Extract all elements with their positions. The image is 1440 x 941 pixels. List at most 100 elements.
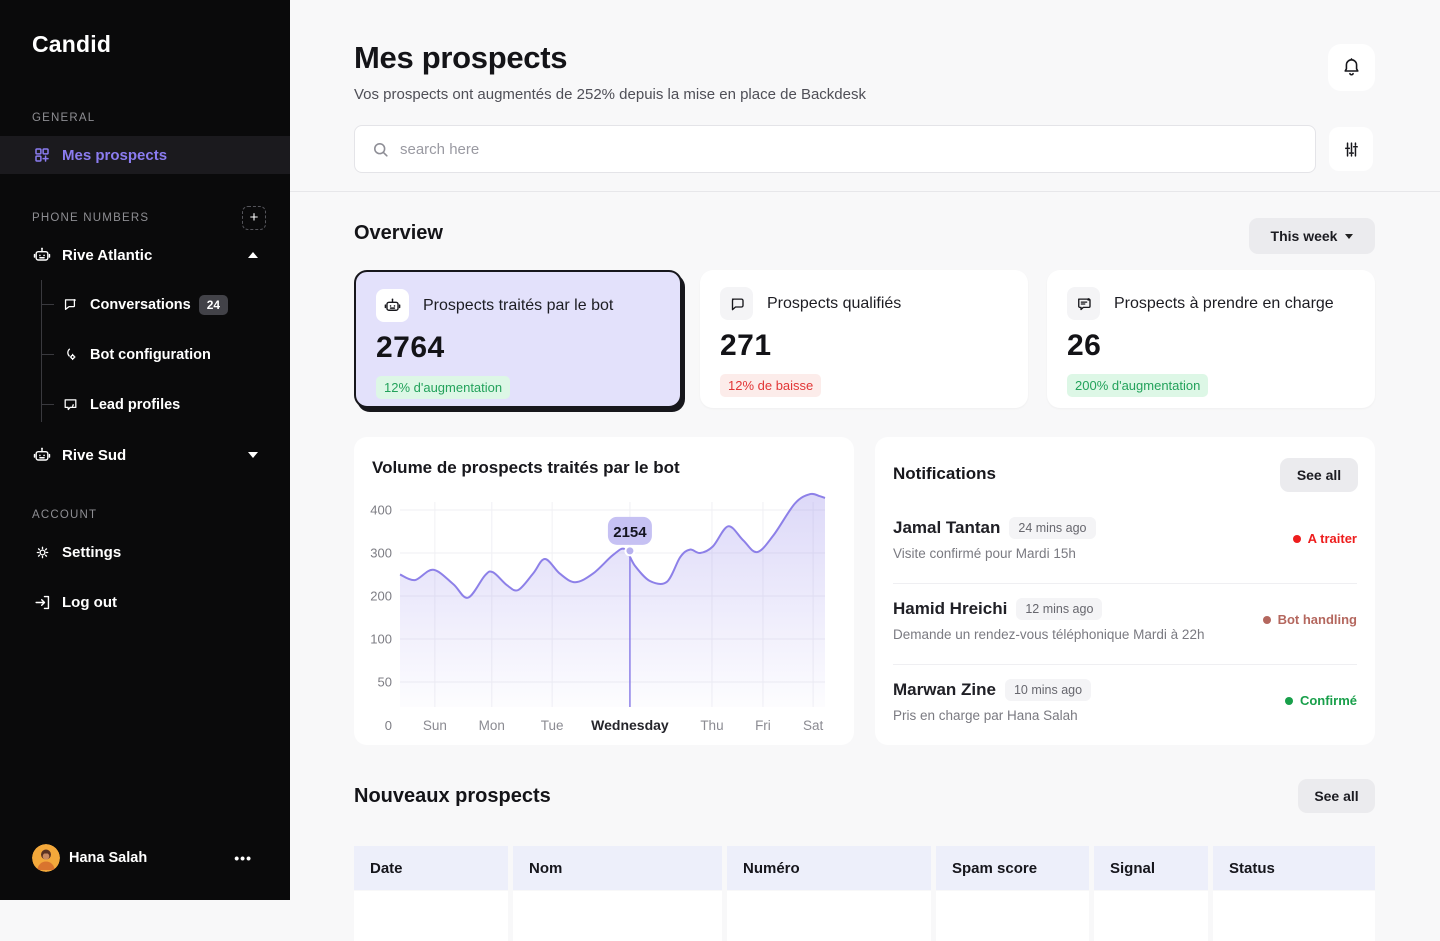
svg-text:300: 300 (370, 546, 392, 561)
table-row-cell (1213, 891, 1375, 941)
notification-description: Visite confirmé pour Mardi 15h (893, 546, 1076, 561)
sidebar-item-label: Lead profiles (90, 397, 181, 413)
sidebar-item-lead-profiles[interactable]: Lead profiles (0, 388, 290, 422)
sidebar-item-label: Conversations (90, 297, 191, 313)
sidebar-item-conversations[interactable]: Conversations 24 (0, 288, 290, 322)
status-badge: Confirmé (1284, 693, 1357, 708)
chat-dot-icon (62, 296, 80, 314)
stat-card-qualifies[interactable]: Prospects qualifiés 271 12% de baisse (700, 270, 1028, 408)
table-row-cell (727, 891, 931, 941)
table-row-cell (513, 891, 722, 941)
header-divider (290, 191, 1440, 192)
sidebar-item-label: Rive Sud (62, 446, 127, 464)
tree-line (41, 280, 42, 422)
notification-time: 10 mins ago (1004, 679, 1092, 701)
notification-item[interactable]: Marwan Zine 10 mins ago Pris en charge p… (893, 679, 1357, 745)
status-label: A traiter (1307, 531, 1357, 546)
period-label: This week (1270, 228, 1338, 244)
search-icon (374, 142, 388, 157)
search-input[interactable] (400, 140, 1260, 158)
notifications-title: Notifications (893, 464, 996, 483)
notifications-panel: Notifications See all Jamal Tantan 24 mi… (875, 437, 1375, 745)
tree-stub (41, 404, 54, 405)
svg-text:Wednesday: Wednesday (591, 717, 669, 733)
chart-tooltip: 2154 (607, 516, 652, 557)
sliders-icon (1344, 141, 1358, 157)
sidebar-item-mes-prospects[interactable]: Mes prospects (0, 136, 290, 174)
stat-card-title: Prospects qualifiés (767, 294, 902, 312)
table-heading: Nouveaux prospects (354, 785, 551, 807)
status-dot-icon (1292, 534, 1301, 543)
app-logo: Candid (32, 31, 112, 57)
logout-icon (32, 592, 52, 612)
sidebar-item-rive-sud[interactable]: Rive Sud (0, 436, 290, 474)
tree-stub (41, 304, 54, 305)
bell-icon (1344, 58, 1359, 76)
sidebar-item-bot-configuration[interactable]: Bot configuration (0, 338, 290, 372)
column-header-spam-score: Spam score (936, 846, 1089, 890)
expand-icon[interactable] (248, 452, 258, 458)
collapse-icon[interactable] (248, 252, 258, 258)
row-divider (893, 583, 1357, 584)
sidebar-item-logout[interactable]: Log out (0, 583, 290, 621)
stat-card-prendre-en-charge[interactable]: Prospects à prendre en charge 26 200% d'… (1047, 270, 1375, 408)
sidebar-item-label: Mes prospects (62, 146, 168, 164)
overview-heading: Overview (354, 222, 443, 244)
robot-icon (32, 245, 52, 265)
column-header-nom: Nom (513, 846, 722, 890)
table-row-cell (1094, 891, 1208, 941)
notification-name: Jamal Tantan (893, 518, 1001, 537)
voice-settings-icon (62, 346, 80, 364)
user-menu-dots[interactable]: ••• (234, 850, 252, 866)
page-title: Mes prospects (354, 40, 568, 75)
sidebar-item-label: Bot configuration (90, 347, 211, 363)
search-bar (354, 125, 1316, 173)
stat-card-title: Prospects à prendre en charge (1114, 294, 1334, 312)
chat-bubble-icon (720, 287, 753, 320)
svg-text:50: 50 (378, 675, 392, 690)
period-dropdown[interactable]: This week (1249, 218, 1375, 254)
main-content: Mes prospects Vos prospects ont augmenté… (290, 0, 1440, 941)
status-badge: Bot handling (1262, 612, 1357, 627)
svg-text:Sun: Sun (423, 718, 447, 733)
stat-card-bot-traites[interactable]: Prospects traités par le bot 2764 12% d'… (354, 270, 682, 408)
notification-name: Hamid Hreichi (893, 599, 1008, 618)
chart-panel: Volume de prospects traités par le bot 4… (354, 437, 854, 745)
notification-item[interactable]: Jamal Tantan 24 mins ago Visite confirmé… (893, 517, 1357, 583)
table-see-all-button[interactable]: See all (1298, 779, 1375, 813)
sidebar: Candid GENERAL Mes prospects PHONE NUMBE… (0, 0, 290, 900)
notification-item[interactable]: Hamid Hreichi 12 mins ago Demande un ren… (893, 598, 1357, 664)
notification-time: 24 mins ago (1009, 517, 1096, 539)
robot-icon (32, 445, 52, 465)
filter-button[interactable] (1329, 127, 1373, 171)
sidebar-item-settings[interactable]: Settings (0, 533, 290, 571)
svg-text:Mon: Mon (479, 718, 505, 733)
page-subtitle: Vos prospects ont augmentés de 252% depu… (354, 86, 866, 103)
svg-text:Thu: Thu (700, 718, 723, 733)
notification-name: Marwan Zine (893, 680, 996, 699)
notifications-see-all-button[interactable]: See all (1280, 458, 1358, 492)
area-chart: 400 300 200 100 50 0 Sun Mon Tue Wednesday Thu Fri S… (370, 492, 826, 733)
dashboard-grid-icon (32, 145, 52, 165)
user-name: Hana Salah (69, 850, 148, 866)
svg-text:100: 100 (370, 632, 392, 647)
stat-card-title: Prospects traités par le bot (423, 296, 614, 314)
column-header-status: Status (1213, 846, 1375, 890)
sidebar-item-rive-atlantic[interactable]: Rive Atlantic (0, 236, 290, 274)
stat-card-value: 26 (1067, 329, 1102, 362)
user-profile[interactable]: Hana Salah ••• (0, 836, 290, 880)
notification-time: 12 mins ago (1016, 598, 1103, 620)
gear-icon (32, 542, 52, 562)
status-label: Bot handling (1277, 612, 1357, 627)
svg-text:Sat: Sat (803, 718, 824, 733)
feedback-chat-icon (1067, 287, 1100, 320)
sidebar-item-label: Rive Atlantic (62, 246, 153, 264)
svg-text:2154: 2154 (613, 524, 647, 541)
stat-card-badge: 12% d'augmentation (376, 376, 511, 399)
conversations-count-badge: 24 (198, 295, 229, 315)
notifications-bell-button[interactable] (1328, 44, 1375, 91)
add-phone-number-button[interactable]: + (242, 206, 266, 230)
avatar (32, 844, 60, 872)
chat-note-icon (62, 396, 80, 414)
stat-card-value: 2764 (376, 331, 445, 364)
